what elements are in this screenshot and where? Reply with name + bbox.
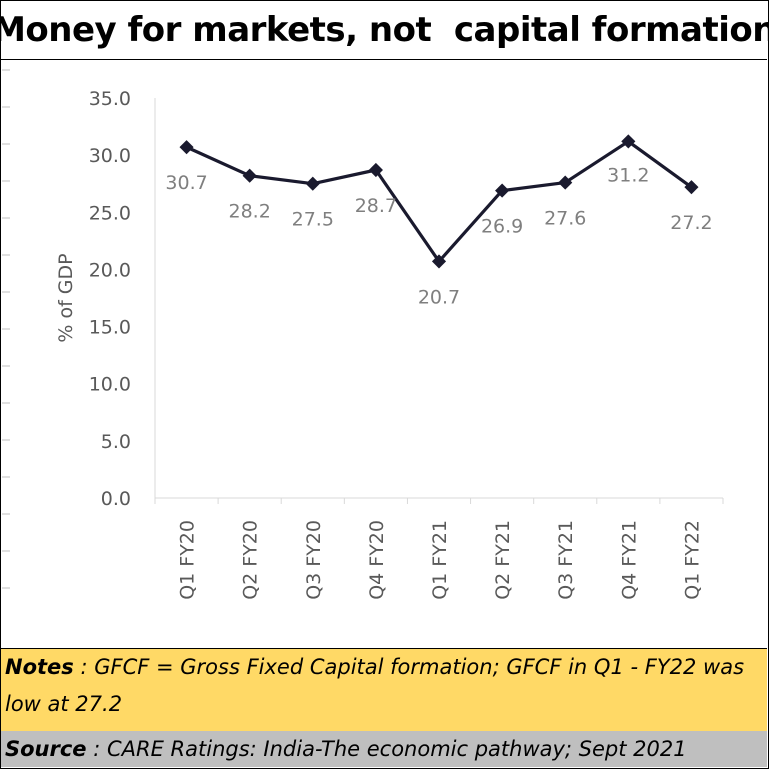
x-category-label: Q1 FY20: [177, 520, 199, 600]
x-category-label: Q4 FY21: [618, 520, 640, 600]
x-category-label: Q3 FY20: [303, 520, 325, 600]
source-text: : CARE Ratings: India-The economic pathw…: [86, 737, 687, 761]
x-category-label: Q1 FY21: [429, 520, 451, 600]
notes-label: Notes: [5, 655, 74, 679]
data-label: 31.2: [607, 164, 649, 186]
data-point-marker: [179, 140, 194, 155]
source-label: Source: [5, 737, 87, 761]
data-label: 27.5: [292, 209, 334, 231]
data-label: 28.2: [229, 201, 271, 223]
data-point-marker: [431, 254, 447, 269]
y-tick-label: 15.0: [89, 317, 131, 339]
y-tick-label: 0.0: [101, 488, 131, 510]
x-category-label: Q4 FY20: [366, 520, 388, 600]
x-category-label: Q1 FY22: [681, 520, 703, 600]
data-label: 27.6: [544, 208, 586, 230]
x-category-label: Q3 FY21: [555, 520, 577, 600]
y-tick-label: 35.0: [89, 88, 131, 110]
notes-text: : GFCF = Gross Fixed Capital formation; …: [5, 655, 745, 716]
y-axis-label: % of GDP: [55, 253, 77, 342]
notes-box: Notes : GFCF = Gross Fixed Capital forma…: [1, 648, 767, 732]
data-point-marker: [684, 180, 699, 195]
data-point-marker: [621, 134, 636, 149]
data-point-marker: [368, 162, 383, 178]
y-tick-label: 30.0: [89, 145, 131, 167]
y-tick-label: 25.0: [89, 202, 131, 224]
data-point-marker: [495, 183, 510, 198]
line-chart: 0.0 5.0 10.0 15.0 20.0 25.0 30.0 35.0 % of GDP Q1…: [2, 69, 724, 600]
y-tick-label: 20.0: [89, 259, 131, 281]
chart-area: 0.0 5.0 10.0 15.0 20.0 25.0 30.0 35.0 % of GDP Q1…: [1, 60, 767, 648]
y-tick-label: 5.0: [101, 431, 131, 453]
y-tick-label: 10.0: [89, 374, 131, 396]
data-point-marker: [305, 176, 320, 191]
x-category-label: Q2 FY20: [240, 520, 262, 600]
x-category-label: Q2 FY21: [492, 520, 514, 600]
data-label: 27.2: [670, 212, 712, 234]
data-label: 26.9: [481, 216, 523, 238]
chart-title: Money for markets, not capital formation: [0, 1, 769, 60]
data-point-marker: [242, 168, 257, 183]
data-label: 28.7: [355, 195, 397, 217]
data-label: 30.7: [165, 172, 207, 194]
data-point-marker: [558, 175, 573, 190]
data-label: 20.7: [418, 286, 460, 308]
source-box: Source : CARE Ratings: India-The economi…: [1, 731, 767, 767]
